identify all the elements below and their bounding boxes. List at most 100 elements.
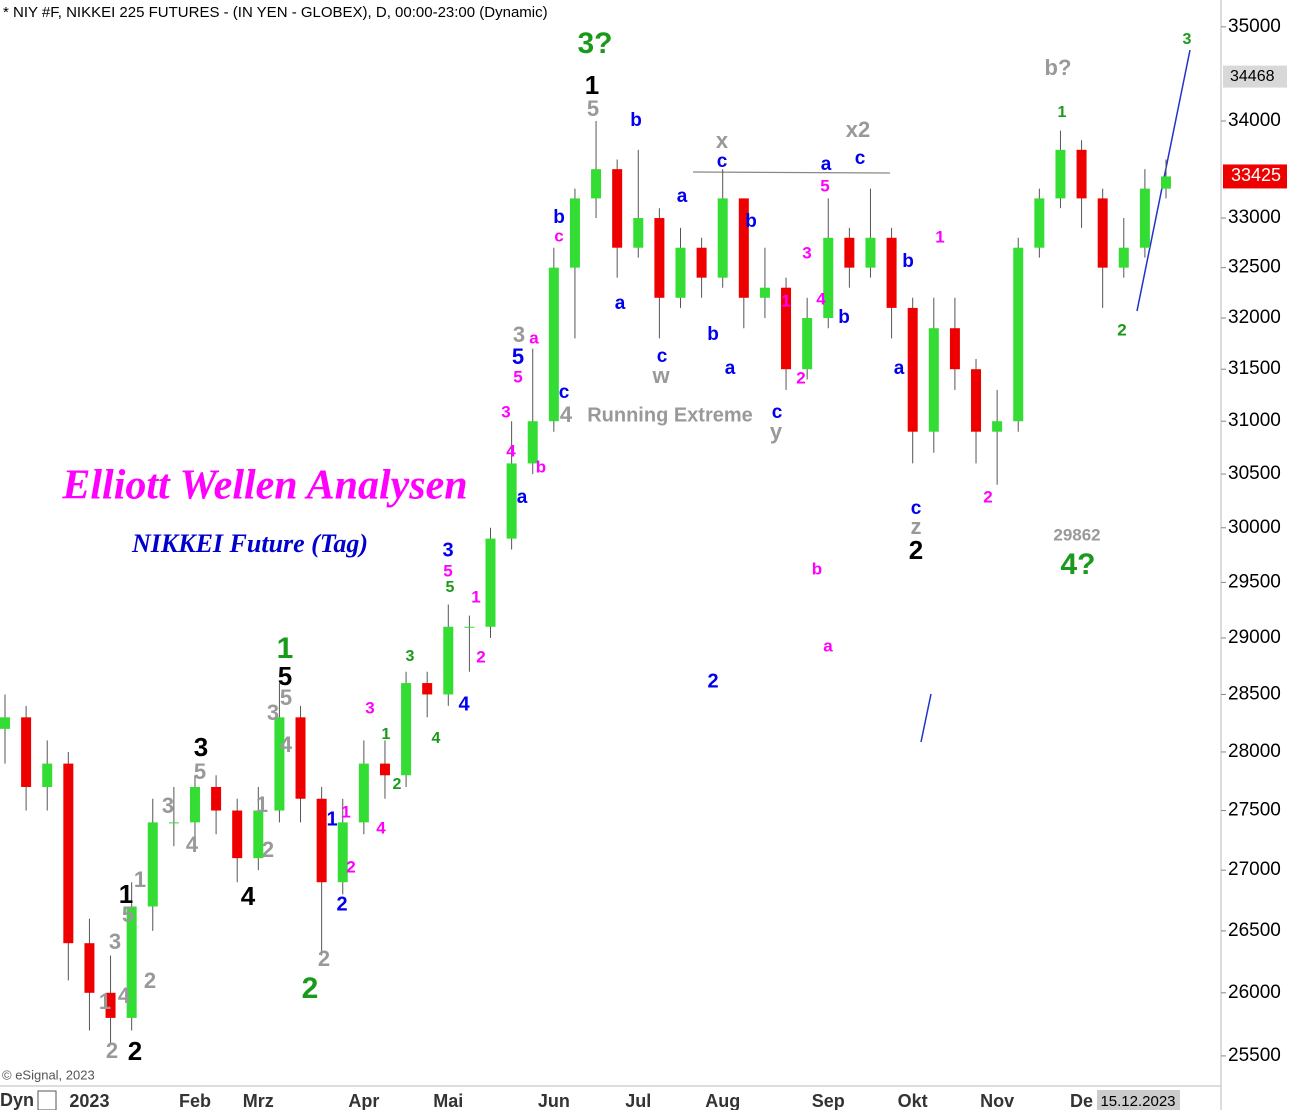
wave-label: 1 [585, 70, 599, 100]
wave-label: a [615, 293, 626, 314]
marker-price: 34468 [1230, 68, 1275, 85]
candle-body [971, 369, 982, 432]
wave-label: 1 [134, 867, 146, 892]
candle-body [1013, 247, 1024, 422]
marker-price-box [1223, 65, 1287, 88]
wave-label: b [707, 324, 719, 345]
y-tick-label: 32500 [1228, 257, 1281, 278]
wave-label: 2 [476, 647, 485, 666]
x-tick-label: 2023 [69, 1091, 109, 1110]
chart-title: * NIY #F, NIKKEI 225 FUTURES - (IN YEN -… [3, 4, 548, 21]
wave-label: 3? [577, 27, 612, 60]
wave-label: 5 [512, 344, 524, 369]
cursor-date-box [1097, 1090, 1180, 1110]
candle-body [337, 822, 348, 883]
wave-label: b [536, 457, 546, 476]
x-tick-label: Okt [898, 1091, 928, 1110]
y-tick-label: 28000 [1228, 741, 1281, 762]
wave-label: 1 [119, 879, 133, 909]
y-tick-label: 26000 [1228, 982, 1281, 1003]
wave-label: 2 [302, 972, 319, 1005]
candle-body [274, 717, 285, 811]
candle-body [1161, 176, 1171, 189]
x-tick-label: Aug [705, 1091, 740, 1110]
y-tick-label: 26500 [1228, 920, 1281, 941]
wave-label: 4 [186, 832, 199, 857]
wave-label: c [559, 382, 570, 403]
wave-label: 3 [1183, 31, 1192, 48]
candle-body [168, 822, 179, 824]
candle-body [1076, 149, 1087, 199]
x-tick-label: Apr [348, 1091, 379, 1110]
trend-line [920, 693, 932, 743]
lock-icon[interactable] [37, 1090, 57, 1110]
candle-body [84, 943, 95, 993]
annotations: Elliott Wellen Analysen NIKKEI Future (Ta… [61, 27, 1191, 1066]
candle-body [992, 421, 1003, 432]
y-tick-label: 34000 [1228, 110, 1281, 131]
wave-label: c [657, 346, 668, 367]
candle-body [358, 763, 369, 823]
copyright: © eSignal, 2023 [2, 1067, 95, 1082]
x-tick-label: De [1070, 1091, 1093, 1110]
wave-label: 1 [341, 802, 350, 821]
x-tick-label: Sep [812, 1091, 845, 1110]
wave-label: a [677, 186, 688, 207]
candle-body [949, 328, 960, 370]
wave-label: b [745, 211, 757, 232]
wave-label: 4 [241, 881, 256, 911]
wave-label: 1 [326, 808, 337, 830]
wave-label: 4 [506, 441, 516, 460]
wave-label: 5 [194, 759, 206, 784]
wave-label: 5 [820, 176, 829, 195]
candle-body [633, 218, 644, 248]
corner-label: Dyn [0, 1090, 34, 1110]
wave-label: 4 [816, 289, 826, 308]
wave-label: w [651, 363, 670, 388]
wave-label: 2 [346, 857, 355, 876]
x-tick-label: Mrz [243, 1091, 274, 1110]
x-tick-label: Feb [179, 1091, 211, 1110]
candles [0, 121, 1171, 1044]
candle-body [928, 328, 939, 432]
candle-body [907, 307, 918, 432]
candle-body [506, 463, 517, 539]
wave-label: c [911, 498, 922, 519]
wave-label: 3 [162, 793, 174, 818]
candle-body [696, 247, 707, 278]
x-tick-label: Jul [625, 1091, 651, 1110]
wave-label: 5 [587, 96, 599, 121]
wave-label: x2 [846, 117, 870, 142]
wave-label: 5 [513, 367, 522, 386]
y-tick-label: 29500 [1228, 571, 1281, 592]
wave-label: a [823, 636, 833, 655]
wave-label: 5 [280, 685, 292, 710]
candle-body [591, 169, 602, 199]
candle-body [738, 198, 749, 298]
candle-body [1034, 198, 1045, 248]
wave-label: a [725, 358, 736, 379]
y-tick-label: 25500 [1228, 1045, 1281, 1066]
wave-label: 1 [256, 792, 268, 817]
wave-label: 4 [376, 818, 386, 837]
wave-label: 3 [109, 929, 121, 954]
candle-body [422, 683, 433, 695]
wave-label: 29862 [1053, 525, 1100, 544]
candle-body [1097, 198, 1108, 268]
wave-label: 5 [278, 661, 292, 691]
candle-body [1139, 188, 1150, 248]
wave-label: b [812, 559, 822, 578]
y-tick-label: 27000 [1228, 859, 1281, 880]
candle-body [105, 992, 116, 1018]
wave-label: 4 [560, 402, 573, 427]
wave-label: 2 [128, 1036, 142, 1066]
candle-body [717, 198, 728, 278]
candle-body [63, 763, 74, 944]
wave-label: b [553, 207, 565, 228]
wave-label: 2 [707, 670, 718, 692]
candle-body [464, 626, 475, 628]
candle-body [612, 169, 623, 248]
y-tick-label: 30500 [1228, 463, 1281, 484]
